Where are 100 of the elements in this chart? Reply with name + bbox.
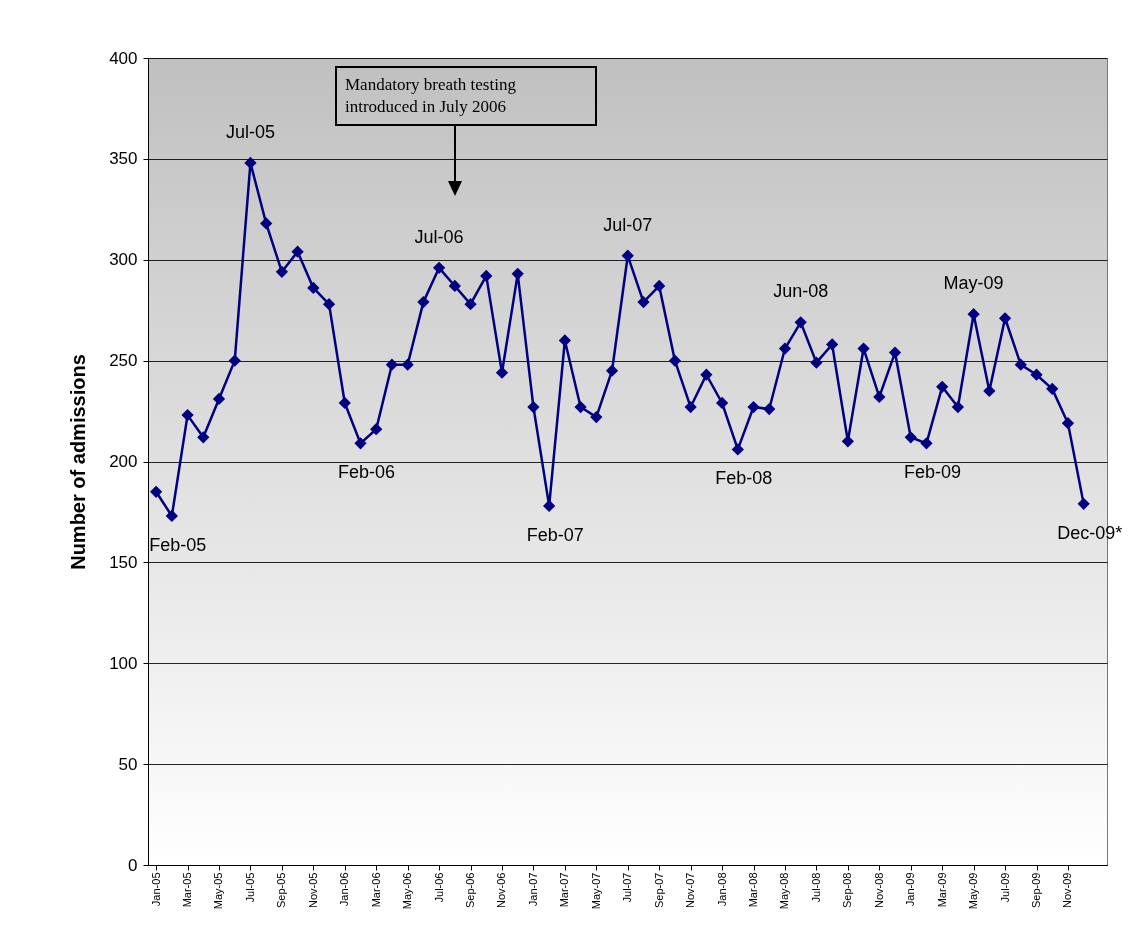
x-tick-label: Mar-07 [558, 872, 571, 908]
annotation: Feb-05 [149, 534, 207, 555]
point [543, 499, 556, 513]
x-tick-label: Sep-08 [841, 872, 854, 908]
point [448, 279, 461, 293]
annotation: Feb-06 [337, 462, 396, 483]
point [480, 269, 493, 283]
point [181, 408, 194, 422]
x-tick-label: Sep-06 [464, 872, 477, 908]
point [1030, 368, 1043, 381]
x-tick-label: May-09 [967, 872, 980, 910]
x-tick-label: Jul-09 [998, 872, 1011, 903]
point [794, 316, 807, 329]
point [197, 431, 210, 444]
x-tick-label: Sep-07 [652, 872, 665, 908]
annotation: May-09 [943, 273, 1004, 294]
x-tick-label: Jul-05 [243, 872, 256, 903]
point [228, 354, 241, 367]
point [354, 437, 367, 450]
y-axis-title: Number of admissions [67, 354, 90, 570]
annotation: Mandatory breath testing introduced in July 2006 [335, 66, 597, 126]
point [936, 380, 949, 393]
y-tick-label: 350 [109, 149, 138, 169]
point [826, 338, 839, 351]
x-tick-label: May-06 [401, 872, 414, 910]
point [432, 261, 446, 274]
point [527, 400, 540, 414]
point [715, 396, 729, 410]
x-tick-label: Jan-06 [338, 872, 351, 907]
point [983, 384, 996, 398]
annotation: Jul-07 [603, 214, 653, 235]
x-tick-label: May-05 [212, 872, 225, 910]
point [212, 392, 226, 406]
y-tick-label: 200 [109, 452, 138, 471]
x-tick-label: Jan-09 [904, 872, 917, 907]
x-tick-label: Nov-07 [684, 872, 697, 908]
y-tick-label: 0 [128, 855, 138, 875]
point [605, 364, 619, 377]
point [1061, 417, 1075, 430]
annotation: Feb-09 [903, 462, 961, 483]
point [244, 156, 257, 170]
point [464, 298, 477, 311]
point [653, 279, 666, 293]
x-tick-label: Nov-08 [872, 872, 885, 908]
point [370, 423, 383, 436]
y-tick-label: 50 [118, 754, 138, 774]
point [700, 368, 713, 381]
point [401, 358, 414, 371]
point [291, 245, 304, 258]
point [637, 295, 650, 309]
point [275, 265, 289, 278]
annotation: Feb-07 [526, 524, 584, 545]
point [763, 402, 776, 416]
annotation: Dec-09* [1057, 522, 1123, 543]
x-tick-label: Mar-05 [181, 872, 194, 908]
point [1046, 382, 1059, 395]
point [322, 298, 336, 311]
point [149, 485, 163, 498]
point [165, 509, 178, 523]
x-tick-label: Nov-06 [495, 872, 508, 908]
y-tick-label: 100 [109, 653, 138, 673]
point [731, 443, 744, 456]
point [747, 400, 760, 414]
point [385, 358, 399, 371]
y-tick-label: 400 [109, 48, 138, 68]
x-tick-label: Mar-09 [935, 872, 948, 908]
annotation: Jul-05 [225, 121, 275, 142]
x-tick-label: Jul-07 [621, 872, 634, 903]
point [888, 346, 902, 359]
point [951, 400, 965, 414]
point [920, 437, 933, 450]
point [810, 356, 823, 369]
x-tick-label: Jan-07 [526, 872, 539, 907]
point [1014, 358, 1027, 371]
point [574, 400, 587, 414]
x-tick-label: May-07 [589, 872, 602, 910]
x-tick-label: Jul-08 [809, 872, 822, 903]
x-tick-label: Mar-06 [369, 872, 382, 908]
point [873, 390, 886, 404]
point [417, 295, 430, 309]
point [260, 217, 273, 230]
annotation: Feb-08 [715, 468, 773, 489]
point [998, 312, 1012, 325]
point [495, 366, 509, 379]
point [338, 396, 351, 410]
point [904, 431, 917, 444]
point [511, 267, 524, 280]
annotation: Jun-08 [773, 281, 829, 302]
x-tick-label: Jan-05 [149, 872, 162, 907]
point [307, 281, 320, 295]
x-tick-label: Mar-08 [747, 872, 760, 908]
x-tick-label: Sep-05 [275, 872, 288, 908]
y-tick-label: 250 [109, 351, 138, 371]
annotation: Jul-06 [414, 226, 464, 247]
x-tick-label: Nov-05 [306, 872, 319, 908]
point [590, 410, 603, 424]
y-tick-label: 150 [109, 552, 138, 572]
y-tick-label: 300 [109, 250, 138, 270]
x-tick-label: Sep-09 [1030, 872, 1043, 908]
x-tick-label: Jul-06 [432, 872, 445, 903]
